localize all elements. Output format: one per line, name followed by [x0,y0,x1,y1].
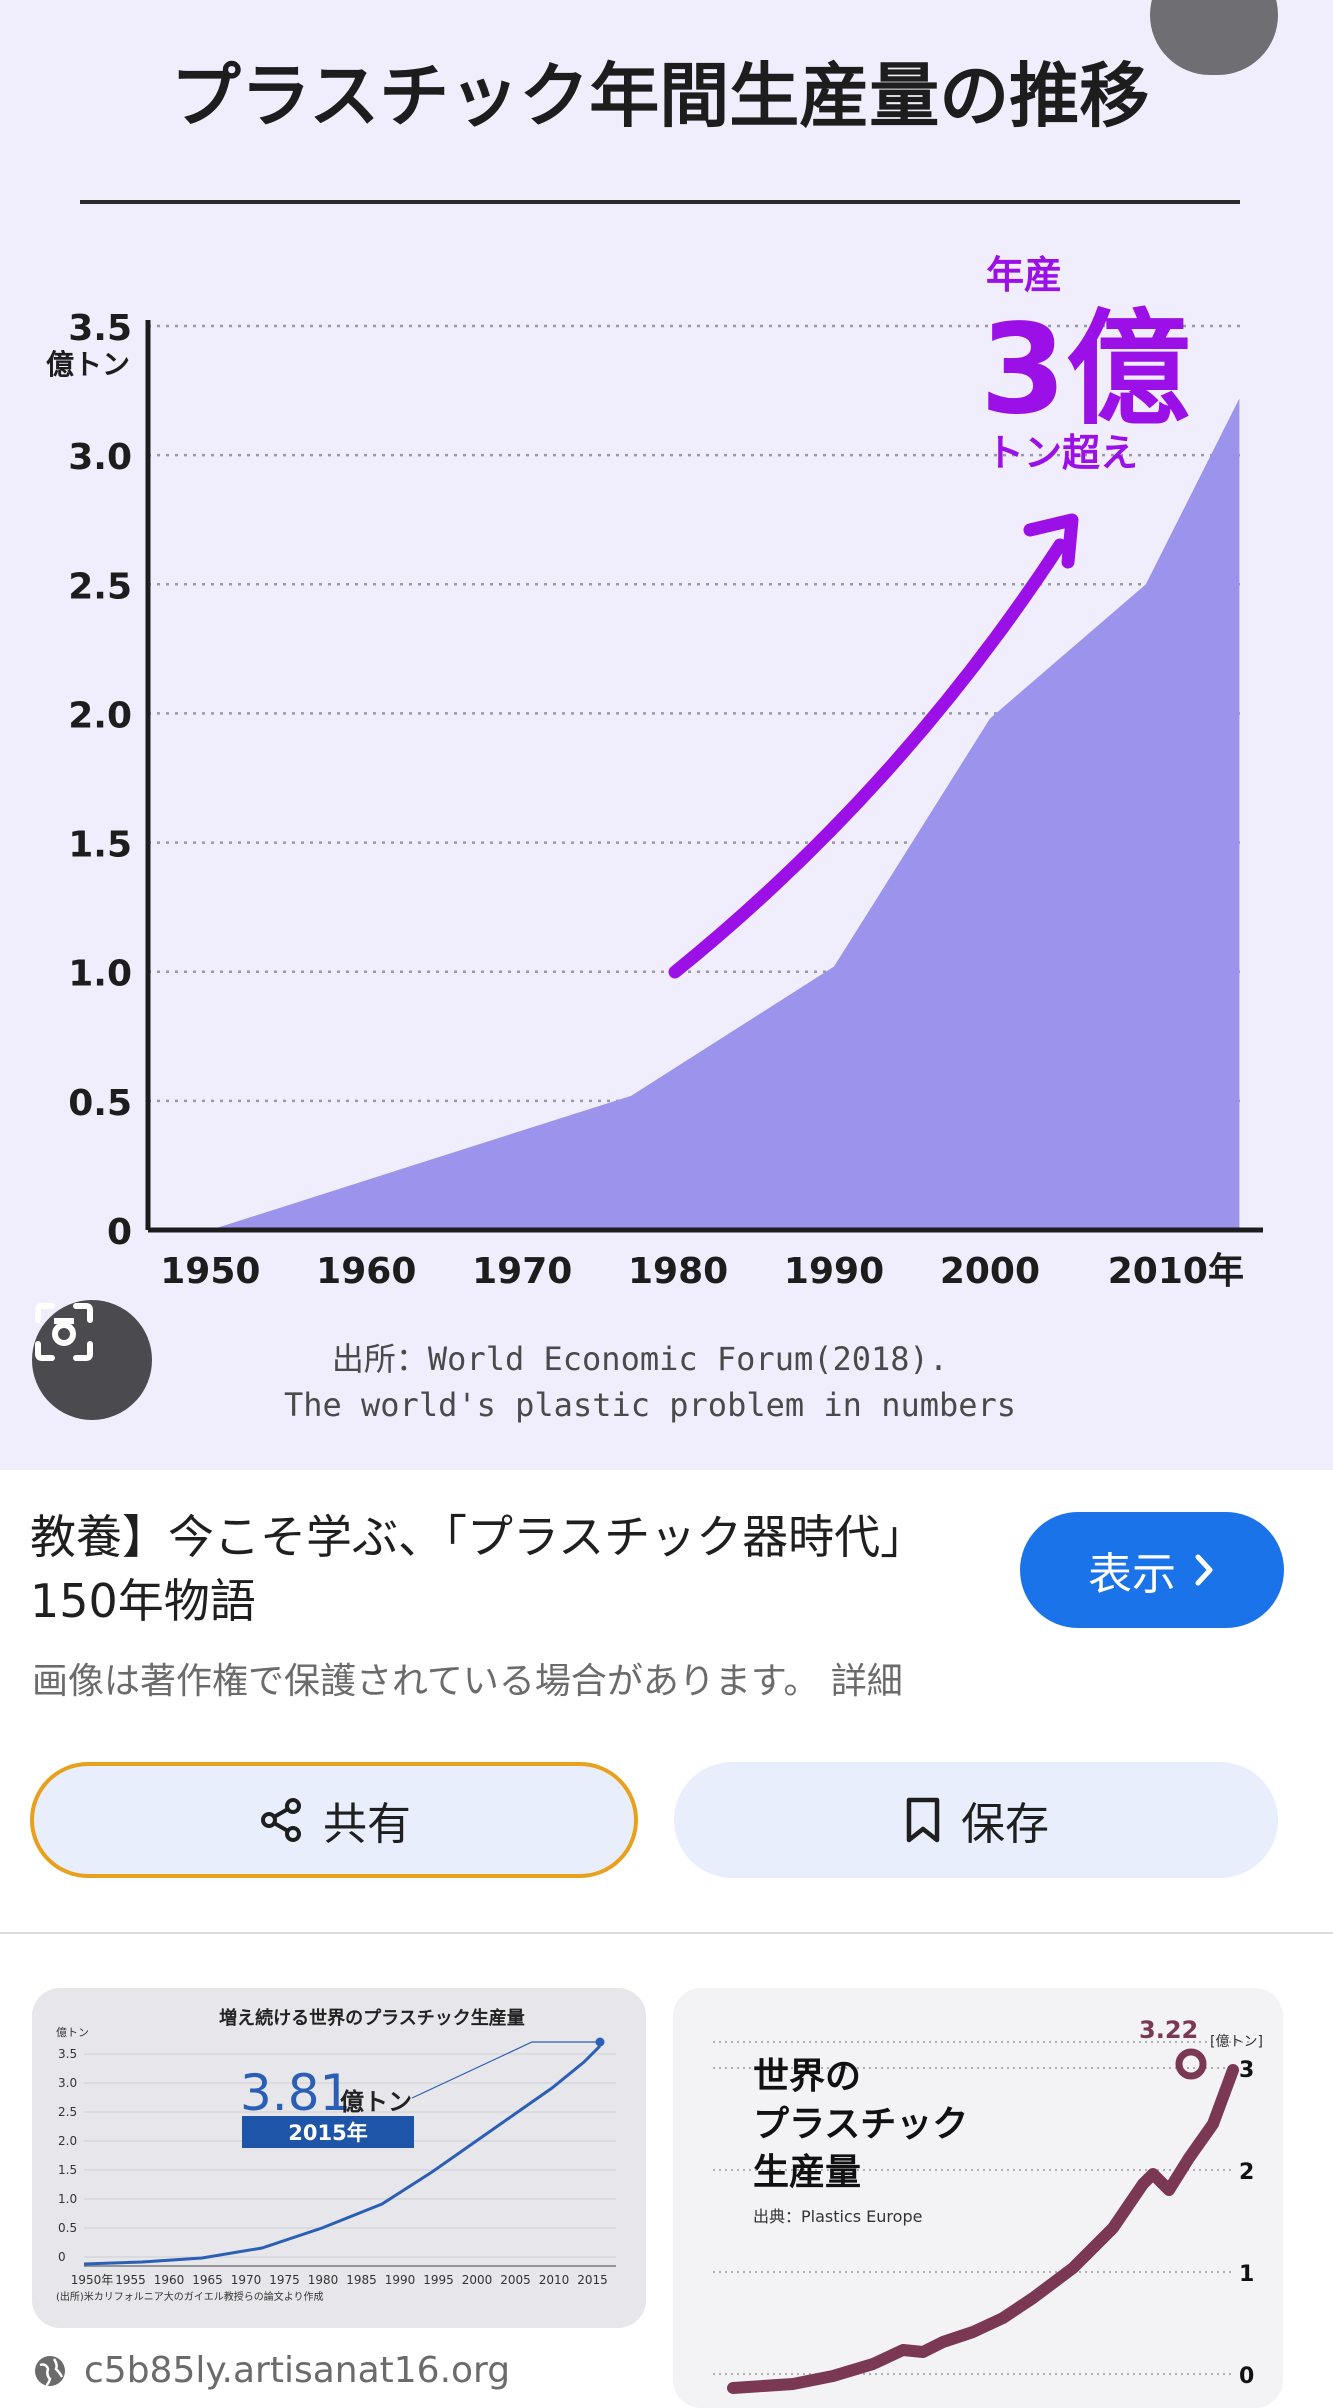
related-image-card-1[interactable]: 増え続ける世界のプラスチック生産量 億トン 3.5 3.0 2.5 2.0 1.5 1.0… [32,1988,646,2328]
related-2-y-tick: 3 [1239,2058,1254,2083]
source-line1: 出所：World Economic Forum(2018). [332,1340,948,1378]
y-tick-label: 1.5 [68,825,132,866]
globe-icon [35,2355,65,2386]
related-1-x-tick: 1970 [231,2273,262,2287]
related-1-year-text: 2015年 [288,2121,367,2145]
y-tick-label: 1.0 [68,954,132,995]
production-area-chart: プラスチック年間生産量の推移 0 0.5 1.0 1.5 2.0 2.5 3.0 3.5 19… [46,55,1263,1424]
related-1-unit: 億トン [56,2026,89,2039]
related-1-y-tick: 3.5 [58,2047,77,2061]
related-1-big-unit: 億トン [340,2088,412,2116]
related-1-x-tick: 2010 [539,2273,570,2287]
related-1-x-tick: 1980 [308,2273,339,2287]
result-caption[interactable]: 教養】今こそ学ぶ、「プラスチック器時代」150年物語 [30,1510,927,1628]
related-1-footnote: (出所)米カリフォルニア大のガイエル教授らの論文より作成 [56,2290,324,2303]
related-1-x-tick: 1995 [423,2273,454,2287]
related-1-y-tick: 2.5 [58,2105,77,2119]
growth-arrow-head [1023,513,1079,569]
related-1-y-tick: 1.0 [58,2192,77,2206]
y-tick-label: 3.5 [68,308,132,349]
related-2-y-tick: 2 [1239,2160,1254,2185]
related-1-x-tick: 1960 [154,2273,185,2287]
related-1-peak-point [595,2037,605,2047]
annotation-big-value: 3億 [980,298,1190,442]
related-2-peak-label: 3.22 [1139,2016,1198,2044]
related-1-x-tick: 1965 [192,2273,223,2287]
source-line2: The world's plastic problem in numbers [284,1386,1016,1424]
save-button-label: 保存 [961,1799,1049,1850]
related-2-title-line3: 生産量 [753,2152,861,2193]
share-button[interactable]: 共有 [30,1762,638,1878]
bookmark-icon [906,1797,940,1843]
related-2-source: 出典：Plastics Europe [753,2207,922,2226]
hero-image: プラスチック年間生産量の推移 0 0.5 1.0 1.5 2.0 2.5 3.0 3.5 19… [0,0,1333,1470]
y-tick-label: 2.5 [68,566,132,607]
y-tick-label: 0.5 [68,1083,132,1124]
x-tick-label: 1960 [316,1251,416,1292]
x-tick-label: 2000 [940,1251,1040,1292]
x-tick-label: 1980 [628,1251,728,1292]
related-1-y-tick: 3.0 [58,2076,77,2090]
y-tick-label: 2.0 [68,695,132,736]
x-tick-label: 1990 [784,1251,884,1292]
related-1-big-value: 3.81 [240,2064,351,2122]
related-1-year-badge [242,2116,414,2148]
annotation-line1: 年産 [986,253,1062,297]
related-1-x-tick: 1990 [385,2273,416,2287]
x-tick-label: 2010年 [1108,1251,1244,1292]
save-button[interactable]: 保存 [674,1762,1278,1878]
copyright-notice[interactable]: 画像は著作権で保護されている場合があります。 詳細 [32,1661,903,1702]
lens-search-button[interactable] [32,1300,152,1420]
related-1-y-tick: 0 [58,2250,66,2264]
related-1-y-tick: 1.5 [58,2163,77,2177]
source-link[interactable]: c5b85ly.artisanat16.org [32,2350,510,2391]
y-tick-label: 3.0 [68,437,132,478]
related-2-title-line2: プラスチック [753,2104,968,2145]
related-2-y-tick: 1 [1239,2262,1254,2287]
related-1-x-tick: 1985 [346,2273,377,2287]
growth-arrow [668,538,1067,979]
section-divider [0,1932,1333,1934]
related-1-x-tick: 2015 [577,2273,608,2287]
related-1-x-tick: 1955 [115,2273,146,2287]
y-tick-label: 0 [107,1212,132,1253]
related-2-unit: [億トン] [1210,2034,1263,2050]
related-1-x-tick: 2000 [462,2273,493,2287]
related-chart-1: 増え続ける世界のプラスチック生産量 億トン 3.5 3.0 2.5 2.0 1.5 1.0… [56,2007,616,2303]
annotation-line2: トン超え [986,431,1138,475]
related-1-title: 増え続ける世界のプラスチック生産量 [219,2007,525,2029]
related-2-title-line1: 世界の [753,2056,861,2097]
share-button-label: 共有 [323,1799,411,1850]
x-tick-label: 1970 [472,1251,572,1292]
y-axis-label: 億トン [46,348,130,381]
related-1-callout-line [411,2041,600,2099]
related-1-x-tick: 2005 [500,2273,531,2287]
share-icon [261,1798,301,1842]
related-1-y-tick: 2.0 [58,2134,77,2148]
related-1-y-tick: 0.5 [58,2221,77,2235]
related-1-x-tick: 1975 [269,2273,300,2287]
related-image-card-2[interactable]: 3 2 1 0 世界の プラスチック 生産量 出典：Plastics Europe 3… [673,1988,1283,2408]
area-series [210,398,1240,1230]
related-2-y-tick: 0 [1239,2364,1254,2389]
related-2-peak-point [1175,2048,1207,2080]
show-button[interactable]: 表示 [1020,1512,1284,1628]
chevron-right-icon [1195,1554,1213,1586]
show-button-label: 表示 [1088,1549,1176,1600]
related-1-x-tick: 1950年 [71,2273,114,2287]
related-1-line [83,2044,602,2266]
related-chart-2: 3 2 1 0 世界の プラスチック 生産量 出典：Plastics Europe 3… [713,2016,1263,2394]
camera-lens-icon [35,1303,93,1361]
x-tick-label: 1950 [160,1251,260,1292]
source-domain: c5b85ly.artisanat16.org [84,2350,511,2391]
related-2-line [727,2064,1239,2394]
chart-title: プラスチック年間生産量の推移 [171,55,1150,137]
